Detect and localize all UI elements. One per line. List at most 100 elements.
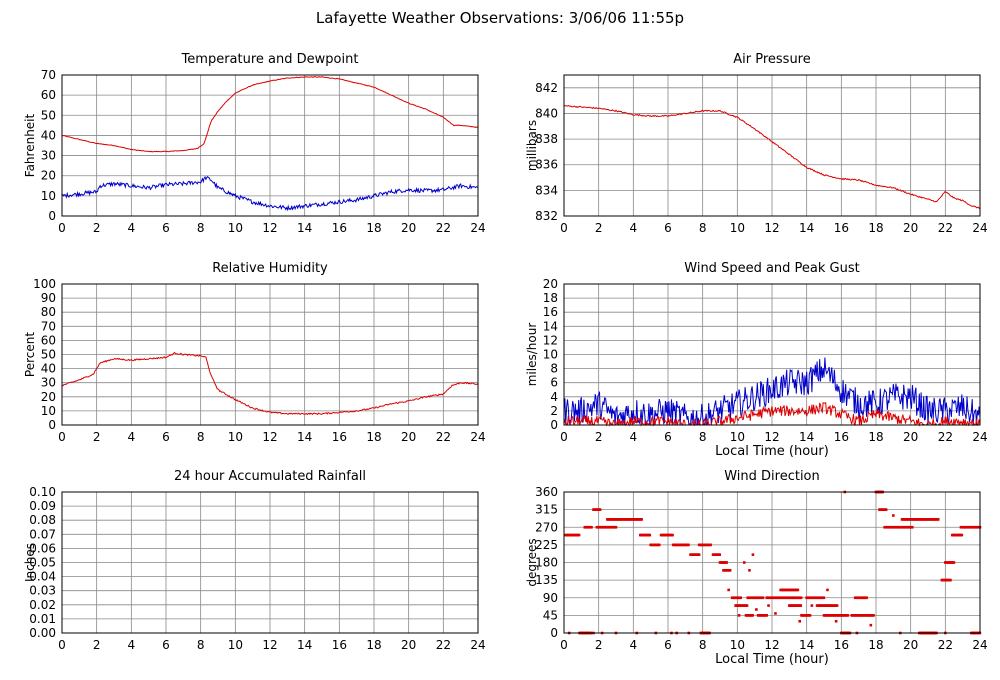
x-tick-label: 10 (730, 430, 745, 444)
series-line-red (563, 402, 981, 427)
direction-point (728, 569, 732, 572)
y-tick-label: 18 (543, 291, 558, 305)
x-tick-label: 16 (332, 638, 347, 652)
x-tick-label: 2 (595, 638, 603, 652)
y-tick-label: 8 (550, 362, 558, 376)
x-tick-label: 22 (436, 430, 451, 444)
direction-point (640, 518, 643, 521)
x-tick-label: 4 (128, 221, 136, 235)
x-tick-label: 18 (868, 638, 883, 652)
series-line-red (61, 351, 479, 416)
direction-point (892, 514, 895, 517)
direction-point (865, 596, 868, 600)
direction-point (822, 596, 826, 600)
chart-wind-direction: 0 2 4 6 8 10 12 14 16 18 20 22 240459013518022527031… (525, 469, 988, 667)
x-tick-label: 6 (664, 430, 672, 444)
x-tick-label: 4 (630, 638, 638, 652)
direction-point (834, 619, 838, 623)
direction-point (835, 604, 839, 607)
grid-lines (61, 283, 479, 426)
direction-point (796, 588, 800, 592)
direction-point (755, 608, 758, 611)
y-tick-label: 0.06 (29, 541, 56, 555)
direction-point (810, 604, 814, 607)
y-tick-label: 0.09 (29, 499, 56, 513)
chart-wind-speed: 0 2 4 6 8 10 12 14 16 18 20 22 2402468101214161820Wi… (525, 261, 988, 459)
x-tick-label: 12 (262, 430, 277, 444)
direction-point (725, 561, 728, 564)
x-tick-label: 12 (764, 221, 779, 235)
y-tick-label: 40 (41, 128, 56, 142)
direction-point (727, 588, 730, 592)
x-tick-label: 22 (938, 638, 953, 652)
plot-frame (61, 491, 479, 634)
y-tick-label: 135 (535, 573, 558, 587)
direction-point (949, 578, 952, 582)
direction-point (799, 596, 803, 600)
series-line-red (61, 76, 479, 153)
x-tick-label: 12 (262, 221, 277, 235)
y-tick-label: 836 (535, 158, 558, 172)
y-tick-label: 70 (41, 68, 56, 82)
x-tick-label: 22 (436, 638, 451, 652)
y-tick-label: 90 (41, 291, 56, 305)
chart-title: Wind Speed and Peak Gust (684, 261, 859, 276)
y-tick-label: 0.02 (29, 598, 56, 612)
plot-frame (563, 74, 981, 217)
y-tick-label: 40 (41, 362, 56, 376)
x-tick-label: 16 (834, 221, 849, 235)
x-tick-label: 24 (470, 638, 485, 652)
x-tick-label: 0 (560, 638, 568, 652)
y-tick-label: 30 (41, 149, 56, 163)
grid-lines (563, 75, 981, 217)
direction-point (751, 553, 755, 556)
grid-lines (61, 74, 479, 217)
chart-air-pressure: 0 2 4 6 8 10 12 14 16 18 20 22 24832834836838840842A… (525, 52, 988, 235)
x-tick-label: 4 (128, 638, 136, 652)
chart-title: Temperature and Dewpoint (181, 52, 359, 67)
series-line-blue (61, 175, 479, 212)
direction-point (745, 604, 749, 607)
x-tick-label: 8 (197, 638, 205, 652)
y-tick-label: 360 (535, 485, 558, 499)
y-tick-label: 0.03 (29, 584, 56, 598)
grid-lines (563, 283, 981, 426)
plot-frame (61, 283, 479, 426)
x-tick-label: 0 (58, 638, 66, 652)
direction-point (765, 614, 769, 617)
direction-point (911, 525, 914, 529)
x-tick-label: 16 (332, 221, 347, 235)
direction-point (748, 569, 751, 572)
chart-title: Wind Direction (724, 469, 820, 484)
x-tick-label: 0 (560, 221, 568, 235)
y-tick-label: 10 (41, 404, 56, 418)
y-tick-label: 0.01 (29, 612, 56, 626)
y-tick-label: 12 (543, 333, 558, 347)
y-tick-label: 6 (550, 376, 558, 390)
x-tick-label: 20 (903, 221, 918, 235)
direction-point (687, 543, 690, 547)
y-tick-label: 14 (543, 319, 558, 333)
y-tick-label: 0.05 (29, 556, 56, 570)
x-tick-label: 14 (297, 221, 312, 235)
y-tick-label: 45 (543, 608, 558, 622)
x-tick-label: 20 (903, 638, 918, 652)
y-tick-label: 0.07 (29, 527, 56, 541)
y-tick-label: 225 (535, 538, 558, 552)
x-tick-label: 0 (58, 430, 66, 444)
x-tick-label: 0 (560, 430, 568, 444)
x-tick-label: 0 (58, 221, 66, 235)
y-tick-label: 0.10 (29, 485, 56, 499)
plot-frame (563, 283, 981, 426)
y-tick-label: 840 (535, 106, 558, 120)
direction-point (774, 612, 777, 615)
series-line-red (563, 105, 980, 209)
direction-point (697, 553, 701, 556)
x-tick-label: 14 (297, 638, 312, 652)
x-tick-label: 20 (401, 221, 416, 235)
x-tick-label: 2 (93, 221, 101, 235)
y-tick-label: 4 (550, 390, 558, 404)
x-tick-label: 22 (938, 430, 953, 444)
y-tick-label: 20 (41, 390, 56, 404)
